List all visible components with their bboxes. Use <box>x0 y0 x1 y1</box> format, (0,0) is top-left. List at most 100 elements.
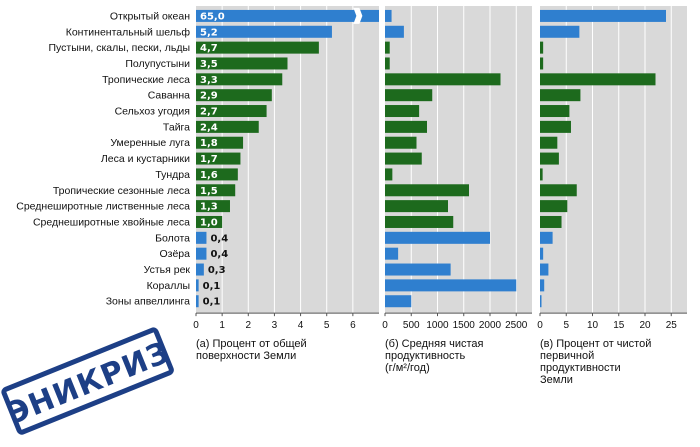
bar-a-0 <box>196 9 379 22</box>
bar-a-2 <box>196 41 319 54</box>
bar-a-13 <box>196 215 223 228</box>
category-label: Тропические сезонные леса <box>53 185 190 197</box>
bar-a-15 <box>196 247 207 260</box>
category-label: Среднеширотные хвойные леса <box>33 216 190 228</box>
bar-c-3 <box>540 57 544 70</box>
value-label: 0,4 <box>210 233 228 244</box>
value-label: 3,3 <box>200 75 218 86</box>
category-label: Умеренные луга <box>110 137 190 149</box>
value-label: 0,4 <box>210 249 228 260</box>
x-tick-label: 1500 <box>453 320 476 331</box>
plot-background <box>540 6 687 314</box>
category-label: Зоны апвеллинга <box>106 296 190 308</box>
axis-break-mark <box>353 7 363 24</box>
value-label: 2,7 <box>200 107 218 118</box>
bar-c-13 <box>540 215 562 228</box>
bar-b-7 <box>385 120 427 133</box>
bar-a-18 <box>196 295 199 308</box>
category-label: Сельхоз угодия <box>115 106 190 118</box>
value-label: 2,9 <box>200 91 218 102</box>
panel-caption-line: (а) Процент от общей <box>196 338 307 350</box>
bar-c-7 <box>540 120 571 133</box>
value-label: 1,0 <box>200 217 218 228</box>
category-labels: Открытый океан Континентальный шельф Пусты… <box>16 10 190 307</box>
bar-b-0 <box>385 9 392 22</box>
bar-c-0 <box>540 9 666 22</box>
bar-b-12 <box>385 200 448 213</box>
panel-c-percent-npp: 0 5 10 15 20 25 (в) Процент от чистойпервичной… <box>537 6 687 386</box>
x-tick-label: 25 <box>666 320 678 331</box>
bar-c-10 <box>540 168 543 181</box>
category-label: Тундра <box>155 169 190 181</box>
bar-b-9 <box>385 152 422 165</box>
bar-a-9 <box>196 152 241 165</box>
bar-b-3 <box>385 57 390 70</box>
value-label: 65,0 <box>200 11 225 22</box>
x-tick-label: 2 <box>246 320 252 331</box>
bar-c-9 <box>540 152 559 165</box>
panel-caption-line: продуктивность <box>385 350 466 362</box>
bar-a-16 <box>196 263 204 276</box>
bar-a-4 <box>196 73 283 86</box>
x-tick-label: 6 <box>350 320 356 331</box>
bar-b-10 <box>385 168 393 181</box>
panel-caption-line: (б) Средняя чистая <box>385 338 483 350</box>
category-label: Озёра <box>159 248 190 260</box>
value-label: 2,4 <box>200 122 218 133</box>
x-tick-label: 4 <box>298 320 304 331</box>
bar-c-14 <box>540 231 553 244</box>
bar-b-2 <box>385 41 390 54</box>
bar-a-10 <box>196 168 238 181</box>
bar-a-14 <box>196 231 207 244</box>
bar-b-18 <box>385 295 412 308</box>
bar-c-2 <box>540 41 544 54</box>
category-label: Континентальный шельф <box>66 26 191 38</box>
x-tick-label: 5 <box>563 320 569 331</box>
x-tick-label: 15 <box>613 320 625 331</box>
bar-b-8 <box>385 136 417 149</box>
panel-caption-line: (в) Процент от чистой <box>540 338 651 350</box>
panel-caption-line: (г/м²/год) <box>385 362 430 374</box>
bar-a-8 <box>196 136 244 149</box>
bar-a-5 <box>196 89 272 102</box>
bar-c-5 <box>540 89 581 102</box>
bar-a-12 <box>196 200 230 213</box>
bar-c-12 <box>540 200 568 213</box>
category-label: Открытый океан <box>110 10 190 22</box>
bar-b-1 <box>385 25 404 38</box>
panel-a-surface-percent: 65,0 5,2 4,7 3,5 3,3 2,9 2,7 2,4 1,8 1,7 1,6 1,5 1,3… <box>193 6 379 362</box>
category-label: Пустыни, скалы, пески, льды <box>48 42 190 54</box>
bar-c-4 <box>540 73 656 86</box>
bar-c-6 <box>540 105 570 118</box>
category-label: Леса и кустарники <box>101 153 190 165</box>
bar-b-4 <box>385 73 501 86</box>
category-label: Кораллы <box>147 280 190 292</box>
panel-caption-line: Земли <box>540 374 573 386</box>
value-label: 1,8 <box>200 138 218 149</box>
category-label: Устья рек <box>144 264 191 276</box>
bar-a-17 <box>196 279 199 292</box>
value-label: 4,7 <box>200 43 218 54</box>
x-tick-label: 20 <box>639 320 651 331</box>
x-tick-label: 0 <box>193 320 199 331</box>
bar-b-14 <box>385 231 490 244</box>
bar-a-6 <box>196 105 267 118</box>
x-tick-label: 3 <box>272 320 278 331</box>
category-label: Саванна <box>148 90 190 102</box>
bar-b-15 <box>385 247 399 260</box>
value-label: 1,3 <box>200 202 218 213</box>
category-label: Среднеширотные лиственные леса <box>16 201 190 213</box>
x-tick-label: 500 <box>403 320 420 331</box>
bar-a-1 <box>196 25 332 38</box>
category-label: Тайга <box>163 121 190 133</box>
bar-b-13 <box>385 215 454 228</box>
bar-a-7 <box>196 120 259 133</box>
bar-b-17 <box>385 279 517 292</box>
bar-c-16 <box>540 263 549 276</box>
stamp-watermark: ЭНИКРИЗ <box>1 327 175 435</box>
value-label: 1,5 <box>200 186 218 197</box>
bar-b-5 <box>385 89 433 102</box>
bar-c-1 <box>540 25 580 38</box>
bar-c-18 <box>540 295 542 308</box>
bar-b-11 <box>385 184 469 197</box>
